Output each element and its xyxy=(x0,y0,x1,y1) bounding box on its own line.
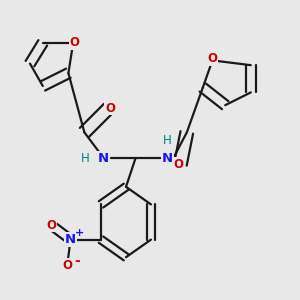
Text: N: N xyxy=(162,152,173,164)
Text: +: + xyxy=(75,228,84,238)
Text: H: H xyxy=(163,134,172,147)
Text: O: O xyxy=(70,36,80,49)
Text: H: H xyxy=(81,152,89,164)
Text: -: - xyxy=(74,254,80,268)
Text: N: N xyxy=(65,233,76,246)
Text: O: O xyxy=(46,219,56,232)
Text: O: O xyxy=(62,259,72,272)
Text: O: O xyxy=(207,52,218,65)
Text: O: O xyxy=(105,102,115,115)
Text: N: N xyxy=(98,152,109,164)
Text: O: O xyxy=(174,158,184,171)
